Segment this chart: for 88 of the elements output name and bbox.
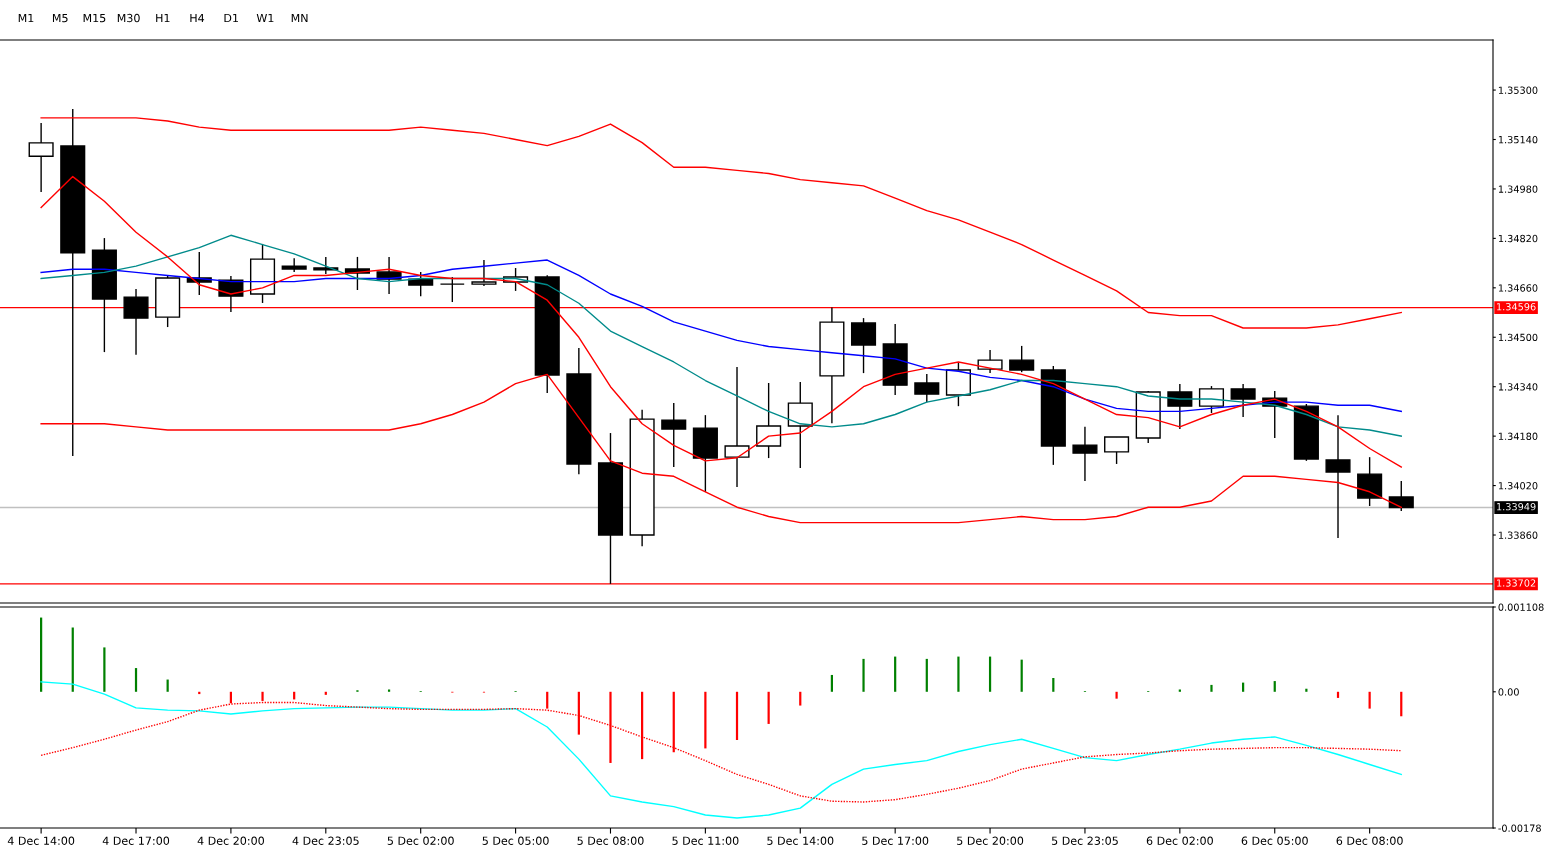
y-tick-label: 0.00: [1498, 688, 1519, 696]
bar: [1210, 684, 1213, 692]
bar: [546, 691, 549, 709]
text: MN: [291, 13, 308, 23]
candlestick: [1388, 480, 1414, 512]
candlestick: [471, 259, 497, 287]
bar: [799, 691, 802, 706]
bar: [1020, 659, 1023, 692]
bar: [1242, 682, 1245, 692]
bar: [925, 658, 928, 692]
y-tick-label: 0.001108: [1498, 603, 1544, 611]
bar: [704, 691, 707, 749]
text: H1: [156, 13, 170, 23]
bar: [830, 674, 834, 692]
x-tick-label: 5 Dec 20:00: [957, 836, 1024, 845]
y-tick-label: 1.34500: [1498, 333, 1538, 342]
x-tick-label: 5 Dec 05:00: [482, 836, 549, 845]
x-tick-label: 6 Dec 08:00: [1336, 836, 1403, 845]
candlestick: [123, 288, 149, 356]
bar: [988, 656, 992, 692]
candlestick: [724, 366, 750, 488]
y-tick-label: 1.34820: [1498, 234, 1538, 243]
candlestick: [1230, 383, 1256, 418]
bar: [1368, 691, 1371, 709]
bar: [735, 691, 739, 740]
y-tick-label: 1.34020: [1498, 482, 1538, 490]
y-tick-label: -0.00178: [1498, 824, 1541, 832]
candlestick: [1325, 414, 1351, 539]
text: M15: [83, 13, 106, 23]
x-tick-label: 4 Dec 14:00: [7, 836, 75, 845]
text: D1: [224, 13, 238, 23]
candlestick: [408, 271, 434, 297]
x-tick-label: 5 Dec 23:05: [1051, 836, 1118, 845]
bar: [957, 656, 960, 692]
candlestick: [281, 257, 307, 273]
x-tick-label: 5 Dec 08:00: [577, 836, 644, 845]
bar: [134, 668, 138, 692]
x-tick-label: 6 Dec 02:00: [1146, 836, 1213, 845]
x-tick-label: 4 Dec 20:00: [197, 836, 264, 845]
y-tick-label: 1.35140: [1498, 135, 1538, 144]
bar: [387, 689, 391, 692]
bar: [767, 691, 770, 724]
x-tick-label: 4 Dec 17:00: [102, 836, 170, 845]
line-series: [40, 234, 1402, 437]
ref-line-label: 1.33702: [1497, 579, 1536, 587]
bar: [103, 647, 106, 692]
bar: [894, 656, 897, 692]
text: W1: [256, 13, 274, 23]
y-tick-label: 1.35300: [1498, 86, 1538, 94]
ref-line-label: 1.33949: [1497, 502, 1536, 511]
candlestick: [661, 402, 687, 468]
candlestick: [1072, 426, 1098, 482]
bar: [1273, 681, 1276, 692]
candlestick: [787, 381, 813, 469]
text: M5: [52, 13, 68, 23]
bar: [1178, 689, 1181, 692]
candlestick: [850, 317, 877, 374]
bar: [1052, 678, 1055, 692]
candlestick: [1009, 345, 1035, 373]
ref-line-label: 1.34596: [1497, 303, 1536, 311]
x-tick-label: 6 Dec 05:00: [1241, 836, 1308, 845]
y-tick-label: 1.34180: [1498, 432, 1538, 440]
x-tick-label: 4 Dec 23:05: [292, 836, 359, 845]
line-series: [40, 259, 1402, 413]
x-tick-label: 5 Dec 02:00: [387, 836, 454, 845]
candlestick: [914, 373, 940, 403]
line-series: [40, 681, 1402, 819]
bar: [862, 658, 865, 692]
candlestick: [1198, 385, 1225, 414]
bar: [1115, 691, 1118, 699]
y-tick-label: 1.33860: [1498, 531, 1538, 539]
candlestick: [756, 382, 782, 459]
candlestick: [28, 122, 54, 193]
text: M1: [18, 13, 34, 23]
y-tick-label: 1.34340: [1498, 383, 1538, 391]
text: M30: [117, 13, 140, 23]
text: H4: [190, 13, 205, 23]
x-tick-label: 5 Dec 14:00: [767, 836, 834, 845]
x-tick-label: 5 Dec 17:00: [862, 836, 929, 845]
candlestick: [1104, 436, 1130, 465]
candlestick: [977, 349, 1003, 374]
candlestick: [1357, 456, 1383, 507]
line-series: [40, 175, 1402, 468]
candlestick: [439, 276, 465, 303]
y-tick-label: 1.34980: [1498, 185, 1538, 193]
x-tick-label: 5 Dec 11:00: [672, 836, 739, 845]
y-tick-label: 1.34660: [1498, 284, 1538, 292]
candlestick: [1167, 383, 1193, 430]
